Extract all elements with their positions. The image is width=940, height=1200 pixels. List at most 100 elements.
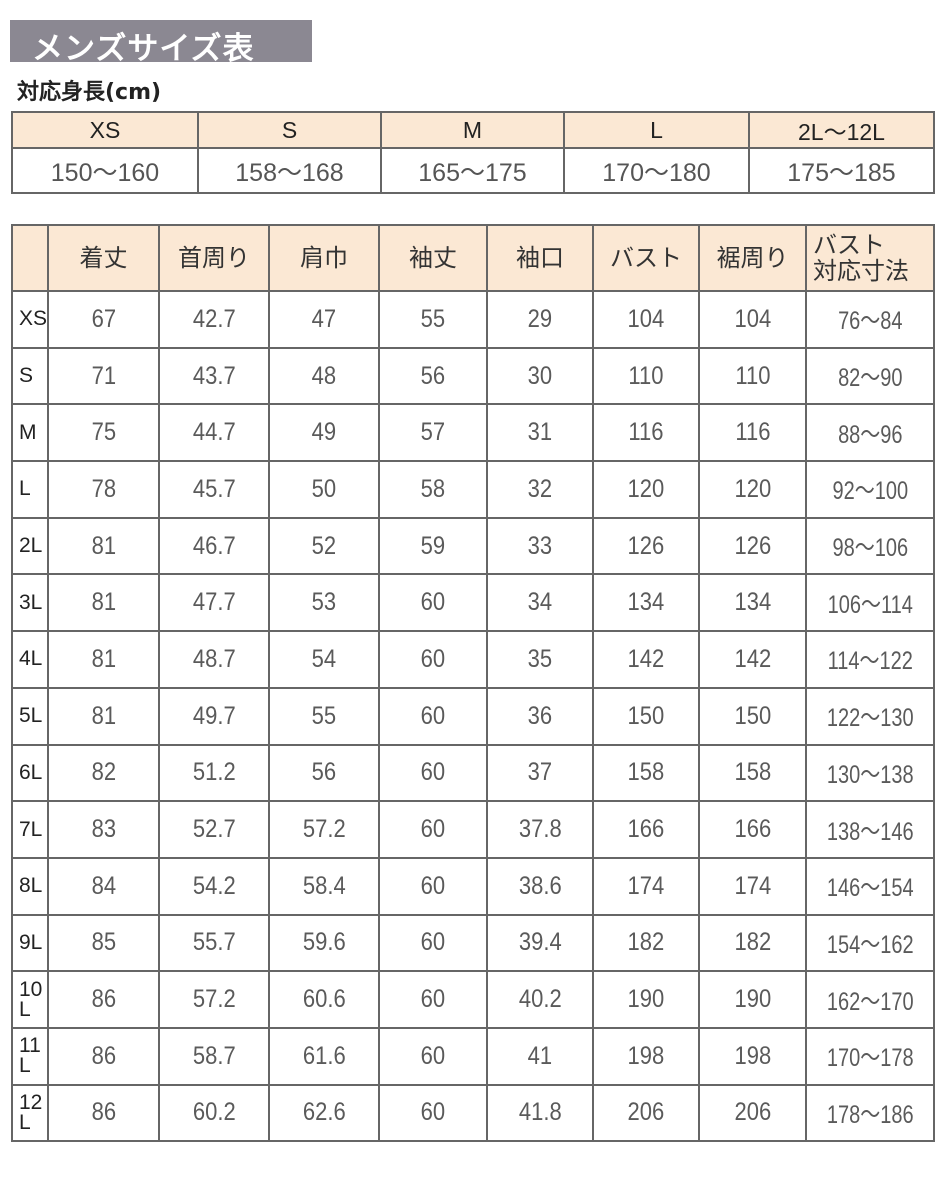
table-cell: 58.4	[268, 856, 380, 916]
table-cell: 138〜146	[805, 800, 935, 859]
cell-value: 106〜114	[827, 590, 913, 619]
cell-value: 88〜96	[837, 420, 903, 449]
table-cell: 57.2	[268, 800, 380, 859]
cell-value: 75	[91, 418, 116, 447]
corner-cell	[11, 224, 49, 292]
cell-value: 142	[627, 644, 665, 673]
cell-value: 47.7	[192, 588, 236, 617]
row-size-label: S	[11, 346, 49, 406]
cell-value: 49	[311, 418, 337, 447]
table-cell: 56	[268, 743, 380, 803]
cell-value: 30	[527, 361, 553, 390]
cell-value: 34	[527, 588, 553, 617]
cell-value: 59.6	[302, 928, 346, 957]
table-row: 10L 86 57.2 60.6 60 40.2 190 190 162〜170	[11, 970, 935, 1029]
table-cell: 55	[268, 686, 380, 746]
cell-value: 43.7	[192, 361, 236, 390]
row-size-label: 8L	[11, 856, 49, 916]
cell-value: 62.6	[302, 1098, 346, 1127]
table-cell: 37	[486, 743, 594, 803]
table-cell: 40.2	[486, 970, 594, 1029]
height-table-row: 150〜160 158〜168 165〜175 170〜180 175〜185	[11, 147, 935, 194]
table-cell: 35	[486, 630, 594, 689]
height-table: XS S M L 2L〜12L 150〜160 158〜168 165〜175 170〜180…	[11, 111, 935, 194]
cell-value: 37.8	[518, 815, 562, 844]
column-header: バスト	[592, 224, 700, 292]
table-cell: 49	[268, 403, 380, 463]
table-cell: 60.6	[268, 970, 380, 1029]
table-cell: 104	[698, 290, 807, 349]
table-cell: 51.2	[158, 743, 270, 803]
cell-value: 76〜84	[837, 307, 903, 336]
table-cell: 59	[378, 516, 488, 576]
column-header: 着丈	[47, 224, 160, 292]
cell-value: 60	[420, 758, 446, 787]
table-cell: 37.8	[486, 800, 594, 859]
table-cell: 54	[268, 630, 380, 689]
cell-value: 174	[627, 871, 665, 900]
cell-value: 150	[734, 701, 771, 730]
table-cell: 60	[378, 800, 488, 859]
title-banner: メンズサイズ表	[10, 20, 312, 67]
cell-value: 37	[527, 758, 553, 787]
height-range: 158〜168	[197, 147, 382, 194]
cell-value: 54.2	[192, 871, 236, 900]
cell-value: 190	[627, 985, 665, 1014]
table-cell: 190	[592, 970, 700, 1029]
cell-value: 60	[420, 871, 446, 900]
row-size-label: 3L	[11, 573, 49, 633]
cell-value: 130〜138	[826, 760, 914, 789]
size-label-xs: XS	[11, 111, 199, 149]
table-row: 12L 86 60.2 62.6 60 41.8 206 206 178〜186	[11, 1083, 935, 1143]
cell-value: 150	[627, 701, 665, 730]
cell-value: 142	[734, 644, 771, 673]
size-table: 着丈 首周り 肩巾 袖丈 袖口 バスト 裾周り バスト 対応寸法 XS 67 42.7 47 55 29 1…	[11, 224, 935, 1143]
cell-value: 57.2	[192, 985, 236, 1014]
cell-value: 40.2	[518, 985, 562, 1014]
cell-value: 138〜146	[826, 817, 914, 846]
table-cell: 81	[47, 516, 160, 576]
cell-value: 116	[734, 418, 771, 447]
table-cell: 130〜138	[805, 743, 935, 803]
table-cell: 142	[698, 630, 807, 689]
cell-value: 198	[627, 1041, 665, 1070]
table-cell: 85	[47, 913, 160, 973]
size-label-l: L	[563, 111, 750, 149]
cell-value: 86	[91, 1098, 116, 1127]
cell-value: 56	[311, 758, 337, 787]
table-cell: 166	[592, 800, 700, 859]
table-row: 11L 86 58.7 61.6 60 41 198 198 170〜178	[11, 1026, 935, 1086]
cell-value: 33	[527, 531, 553, 560]
cell-value: 86	[91, 1041, 116, 1070]
cell-value: 54	[311, 644, 337, 673]
table-cell: 82	[47, 743, 160, 803]
table-cell: 43.7	[158, 346, 270, 406]
table-cell: 60	[378, 913, 488, 973]
table-cell: 57	[378, 403, 488, 463]
height-range: 150〜160	[11, 147, 199, 194]
cell-value: 58	[420, 474, 446, 503]
cell-value: 52	[311, 531, 337, 560]
cell-value: 182	[627, 928, 665, 957]
column-header: 首周り	[158, 224, 270, 292]
table-cell: 50	[268, 460, 380, 519]
cell-value: 166	[734, 815, 771, 844]
column-header: 裾周り	[698, 224, 807, 292]
cell-value: 81	[91, 531, 116, 560]
table-cell: 110	[698, 346, 807, 406]
table-cell: 48	[268, 346, 380, 406]
table-cell: 38.6	[486, 856, 594, 916]
cell-value: 48.7	[192, 644, 236, 673]
height-table-header: XS S M L 2L〜12L	[11, 111, 935, 149]
cell-value: 47	[311, 304, 337, 333]
table-cell: 158	[698, 743, 807, 803]
table-cell: 53	[268, 573, 380, 633]
table-cell: 78	[47, 460, 160, 519]
table-row: S 71 43.7 48 56 30 110 110 82〜90	[11, 346, 935, 406]
table-cell: 62.6	[268, 1083, 380, 1143]
height-range: 170〜180	[563, 147, 750, 194]
cell-value: 178〜186	[826, 1100, 914, 1129]
column-header-line: バスト	[813, 231, 885, 259]
table-cell: 82〜90	[805, 346, 935, 406]
cell-value: 39.4	[518, 928, 562, 957]
